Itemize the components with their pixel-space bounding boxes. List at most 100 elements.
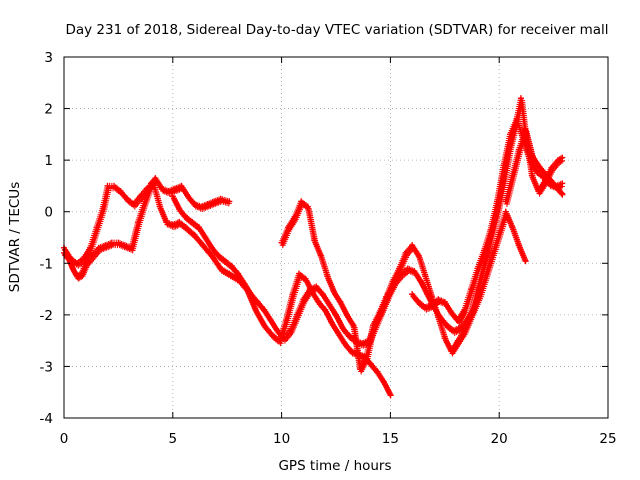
data-point (241, 280, 248, 287)
data-point (559, 154, 566, 161)
data-point (124, 195, 131, 202)
data-point (322, 306, 329, 313)
data-point (326, 301, 333, 308)
data-point (415, 252, 422, 259)
data-point (337, 298, 344, 305)
data-point (404, 265, 411, 272)
data-point (252, 306, 259, 313)
data-point (435, 314, 442, 321)
data-point (541, 170, 548, 177)
data-point (200, 242, 207, 249)
plot-data-points (61, 95, 566, 399)
data-point (104, 182, 111, 189)
data-point (261, 306, 268, 313)
data-point (163, 219, 170, 226)
data-point (467, 286, 474, 293)
axis-ticks: 0 5 10 15 20 25 -4 -3 -2 -1 0 1 2 3 (40, 50, 617, 447)
data-point (150, 180, 157, 187)
data-point (117, 188, 124, 195)
data-point (515, 146, 522, 153)
data-point (156, 203, 163, 210)
data-point (509, 172, 516, 179)
y-tick-label: -2 (40, 308, 53, 324)
data-point (333, 311, 339, 318)
data-point (441, 335, 448, 342)
y-tick-label: 1 (44, 153, 53, 169)
data-point (215, 252, 222, 259)
data-point (202, 234, 209, 241)
data-point (93, 224, 100, 231)
data-point (102, 242, 109, 249)
data-point (191, 200, 198, 207)
data-point (152, 175, 159, 182)
data-point (548, 177, 555, 184)
data-point (387, 391, 394, 398)
data-point (67, 255, 74, 262)
data-point (443, 322, 450, 329)
data-point (409, 242, 416, 249)
data-point (165, 188, 172, 195)
data-point (350, 322, 357, 329)
data-point (128, 244, 135, 251)
data-point (515, 242, 522, 249)
data-point (87, 244, 94, 251)
data-point (359, 340, 366, 347)
data-point (559, 190, 566, 197)
data-point (115, 239, 122, 246)
data-point (528, 172, 535, 179)
data-point (261, 322, 268, 329)
y-tick-label: 0 (44, 205, 53, 221)
data-point (267, 317, 274, 324)
data-point (178, 182, 185, 189)
data-point (402, 249, 409, 256)
data-point (74, 260, 81, 267)
data-point (328, 319, 335, 326)
data-point (559, 180, 566, 187)
x-tick-label: 5 (169, 431, 178, 447)
data-point (296, 270, 303, 277)
data-point (302, 275, 309, 282)
data-point (341, 340, 348, 347)
data-point (528, 151, 535, 158)
data-point (554, 185, 561, 192)
data-point (396, 265, 403, 272)
data-point (454, 337, 461, 344)
y-tick-label: -3 (40, 359, 53, 375)
data-point (108, 239, 115, 246)
data-point (121, 242, 128, 249)
data-point (343, 311, 350, 318)
data-point (191, 231, 198, 238)
data-point (185, 193, 192, 200)
data-point (78, 270, 85, 277)
data-point (274, 327, 281, 334)
data-point (69, 265, 76, 272)
data-point (522, 257, 529, 264)
data-point (304, 203, 311, 210)
data-point (454, 317, 461, 324)
plot-frame (63, 56, 609, 419)
data-point (269, 332, 276, 339)
data-point (348, 347, 355, 354)
data-point (502, 208, 509, 215)
data-point (182, 213, 189, 220)
data-point (319, 291, 326, 298)
data-point (541, 177, 548, 184)
data-point (324, 273, 331, 280)
data-point (158, 185, 165, 192)
data-point (494, 198, 501, 205)
y-tick-label: -4 (40, 411, 53, 427)
data-point (141, 198, 148, 205)
data-point (134, 219, 141, 226)
data-point (248, 291, 255, 298)
y-tick-label: 3 (44, 50, 53, 66)
data-point (489, 249, 496, 256)
data-point (422, 304, 429, 311)
data-point (461, 327, 468, 334)
data-point (335, 329, 342, 336)
data-point (169, 193, 176, 200)
data-point (417, 278, 424, 285)
data-point (226, 198, 233, 205)
data-point (367, 360, 374, 367)
data-point (415, 298, 422, 305)
